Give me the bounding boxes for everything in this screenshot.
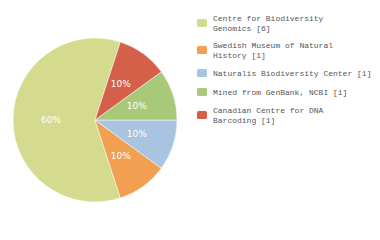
svg-text:Naturalis Biodiversity Center: Naturalis Biodiversity Center [1] [213, 69, 371, 78]
svg-text:10%: 10% [127, 129, 147, 139]
svg-text:10%: 10% [111, 79, 131, 89]
svg-text:Canadian Centre for DNA: Canadian Centre for DNA [213, 106, 324, 115]
svg-text:Mined from GenBank, NCBI [1]: Mined from GenBank, NCBI [1] [213, 88, 347, 97]
svg-text:Swedish Museum of Natural: Swedish Museum of Natural [213, 41, 333, 50]
svg-text:Genomics [6]: Genomics [6] [213, 24, 271, 33]
svg-text:Centre for Biodiversity: Centre for Biodiversity [213, 14, 324, 23]
svg-text:Barcoding [1]: Barcoding [1] [213, 116, 275, 125]
svg-text:60%: 60% [41, 115, 61, 125]
svg-text:History [1]: History [1] [213, 51, 266, 60]
svg-text:10%: 10% [111, 151, 131, 161]
svg-text:10%: 10% [127, 101, 147, 111]
